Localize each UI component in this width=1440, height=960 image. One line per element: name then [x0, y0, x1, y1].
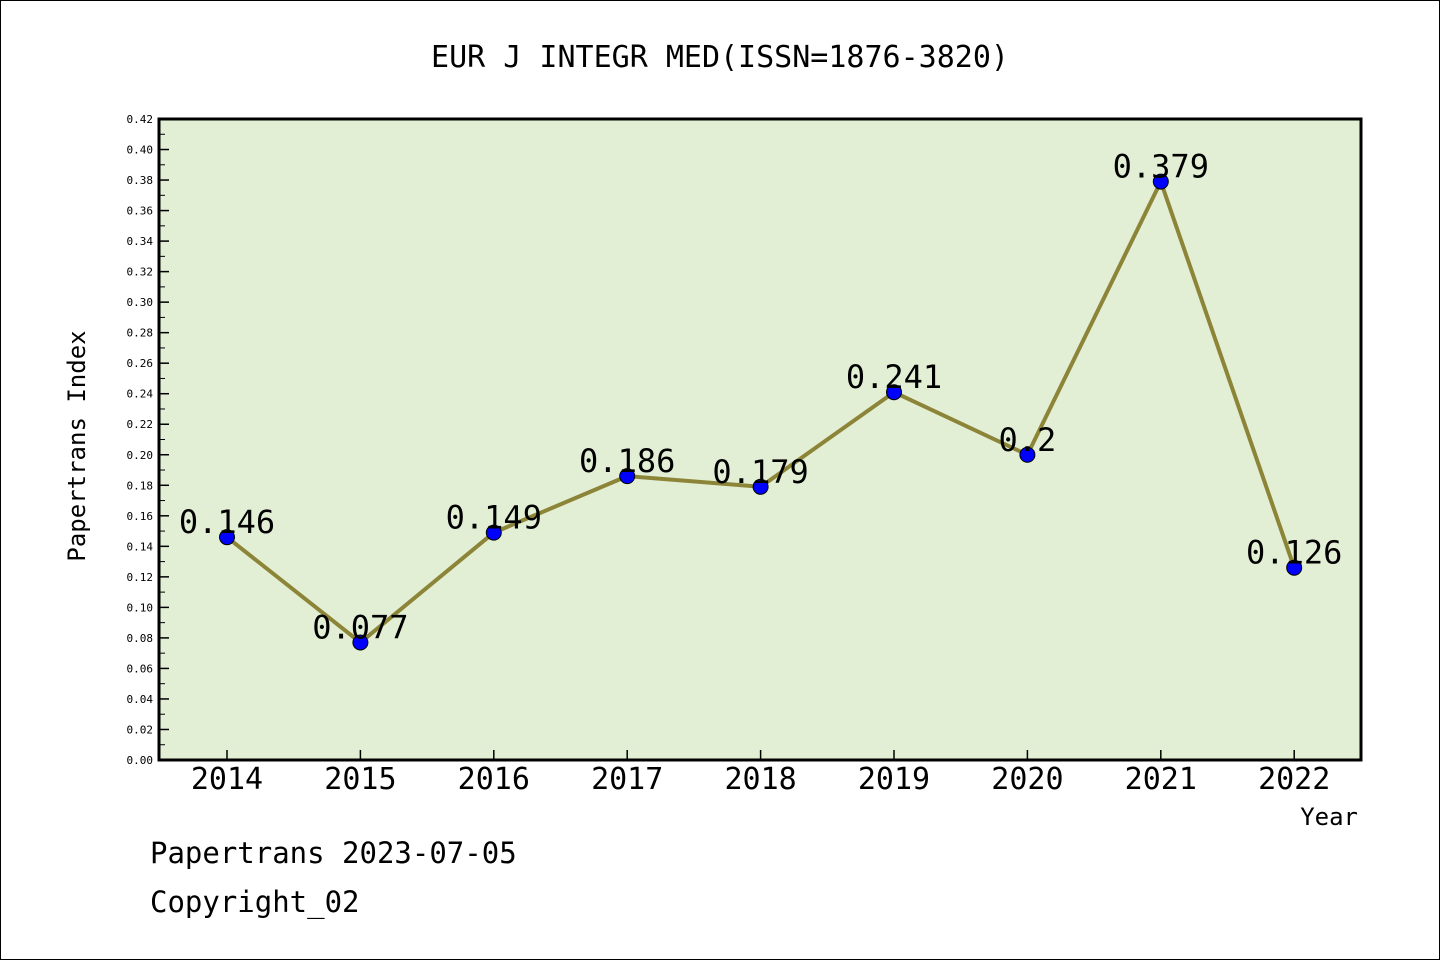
x-tick-label: 2017	[591, 762, 663, 797]
data-point	[752, 478, 769, 495]
x-tick-label: 2015	[324, 762, 396, 797]
x-axis-label: Year	[1300, 803, 1358, 831]
y-tick-label: 0.38	[127, 174, 154, 187]
data-point	[1019, 446, 1036, 463]
data-label: 0.149	[446, 499, 542, 537]
y-tick-label: 0.36	[127, 205, 154, 218]
y-tick-label: 0.10	[127, 601, 154, 614]
data-labels: 0.146 0.077 0.149 0.186 0.179 0.241 0.2 0.379 0.…	[179, 148, 1343, 647]
y-tick-label: 0.30	[127, 296, 154, 309]
x-tick-label: 2014	[191, 762, 263, 797]
y-tick-label: 0.40	[127, 144, 154, 157]
data-point	[352, 634, 369, 651]
data-point	[619, 468, 636, 485]
data-point	[219, 529, 235, 546]
y-tick-label: 0.28	[127, 327, 154, 340]
y-tick-label: 0.06	[127, 662, 154, 675]
data-point	[485, 524, 502, 541]
data-label: 0.379	[1113, 148, 1209, 186]
footer-copyright-text: Copyright_02	[150, 885, 360, 919]
x-tick-label: 2016	[458, 762, 530, 797]
x-tick-label: 2022	[1258, 762, 1330, 797]
data-label: 0.179	[712, 453, 808, 491]
y-tick-label: 0.04	[127, 693, 154, 706]
data-point	[1152, 173, 1169, 190]
x-tick-label: 2018	[724, 762, 796, 797]
x-tick-label: 2019	[858, 762, 930, 797]
y-tick-label: 0.18	[127, 479, 154, 492]
y-tick-label: 0.00	[127, 754, 154, 767]
data-label: 0.2	[999, 421, 1057, 459]
y-tick-label: 0.22	[127, 418, 154, 431]
x-tick-label: 2021	[1125, 762, 1197, 797]
y-tick-label: 0.34	[127, 235, 154, 248]
data-points	[219, 173, 1303, 651]
chart-title: EUR J INTEGR MED(ISSN=1876-3820)	[431, 40, 1009, 75]
data-label: 0.146	[179, 503, 275, 541]
y-axis: 0.00 0.02 0.04 0.06 0.08 0.10 0.12 0.14 0.16 0.18…	[127, 113, 169, 767]
x-axis: 2014 2015 2016 2017 2018 2019 2020 2021 2022	[191, 750, 1330, 797]
data-point	[886, 384, 902, 401]
data-label: 0.186	[579, 442, 675, 480]
x-tick-label: 2020	[991, 762, 1063, 797]
footer-date-text: Papertrans 2023-07-05	[150, 836, 517, 870]
y-tick-label: 0.12	[127, 571, 154, 584]
y-tick-label: 0.32	[127, 266, 154, 279]
plot-area	[157, 117, 1363, 762]
y-axis-label: Papertrans Index	[63, 330, 91, 561]
y-tick-label: 0.16	[127, 510, 154, 523]
y-tick-label: 0.26	[127, 357, 154, 370]
data-point	[1286, 559, 1303, 576]
y-tick-label: 0.14	[127, 540, 154, 553]
data-label: 0.241	[846, 358, 942, 396]
data-label: 0.077	[312, 608, 408, 646]
y-tick-label: 0.08	[127, 632, 154, 645]
y-tick-label: 0.02	[127, 723, 154, 736]
y-tick-label: 0.20	[127, 449, 154, 462]
data-label: 0.126	[1246, 534, 1342, 572]
y-tick-label: 0.42	[127, 113, 154, 126]
y-tick-label: 0.24	[127, 388, 154, 401]
